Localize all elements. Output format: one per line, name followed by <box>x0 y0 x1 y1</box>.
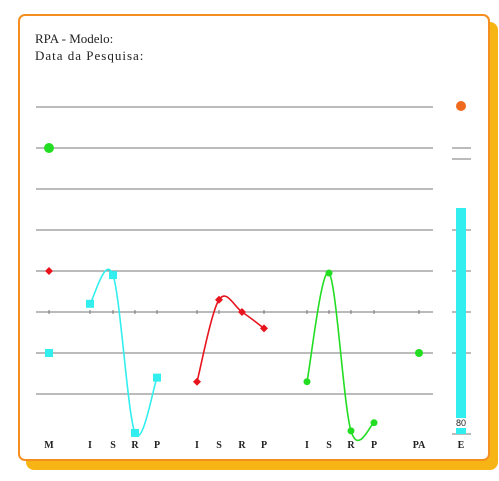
series-point <box>193 377 201 386</box>
m-marker <box>45 267 53 275</box>
series-point <box>370 419 378 427</box>
rpa-card: RPA - Modelo: Data da Pesquisa: M I S R P I S R… <box>18 14 490 461</box>
series-point <box>325 269 333 277</box>
x-tick-label: S <box>110 440 116 451</box>
series-point <box>238 308 246 316</box>
x-tick-label: I <box>305 440 309 451</box>
x-tick-label: P <box>261 440 267 451</box>
x-tick-label: E <box>458 440 465 451</box>
x-tick-label: P <box>371 440 377 451</box>
x-tick-label: S <box>216 440 222 451</box>
x-tick-label: I <box>195 440 199 451</box>
series-line <box>89 268 158 437</box>
e-value-label: 80 <box>456 418 466 428</box>
e-bar-base <box>456 428 466 434</box>
series-point <box>109 271 117 280</box>
series-line <box>196 295 265 382</box>
x-tick-label: R <box>131 440 139 451</box>
series-point <box>215 295 223 304</box>
series-point <box>86 299 94 308</box>
x-tick-label: R <box>238 440 246 451</box>
series-point <box>260 324 268 333</box>
m-marker <box>44 143 54 153</box>
series-point <box>131 428 139 437</box>
e-bar <box>456 208 466 418</box>
date-label: Data da Pesquisa: <box>35 48 145 63</box>
m-marker <box>45 349 53 357</box>
series-point <box>347 427 355 435</box>
e-top-marker <box>456 101 466 111</box>
series-line <box>306 272 375 442</box>
x-tick-label: P <box>154 440 160 451</box>
x-tick-label: S <box>326 440 332 451</box>
series-point <box>303 378 311 386</box>
rpa-chart: M I S R P I S R P I S R P PA E 80 <box>36 101 471 451</box>
x-tick-label: M <box>44 440 54 451</box>
page-title: RPA - Modelo: <box>35 31 114 46</box>
pa-marker <box>415 349 423 357</box>
series-point <box>153 373 161 382</box>
x-tick-label: PA <box>413 440 426 451</box>
x-tick-label: I <box>88 440 92 451</box>
x-tick-label: R <box>347 440 355 451</box>
